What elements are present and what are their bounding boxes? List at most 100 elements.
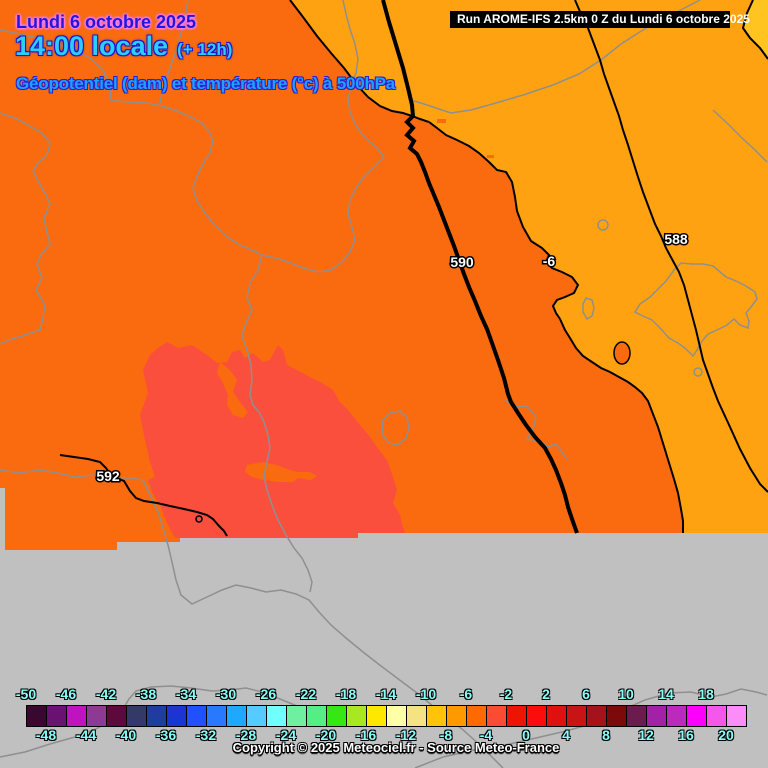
- legend-swatch: [426, 705, 447, 727]
- border-line: [109, 99, 263, 256]
- legend-swatch: [686, 705, 707, 727]
- legend-tick-label: -24: [275, 727, 297, 743]
- legend-swatch: [646, 705, 667, 727]
- legend-tick-label: -44: [75, 727, 97, 743]
- map-parameter-title: Géopotentiel (dam) et température (°c) à…: [16, 74, 396, 93]
- temperature-minus6-isotherm: [289, 0, 684, 533]
- legend-swatch: [146, 705, 167, 727]
- temp-speck-1: [437, 119, 446, 123]
- legend-swatch: [566, 705, 587, 727]
- legend-tick-label: -38: [135, 686, 157, 702]
- island-small: [693, 367, 703, 377]
- legend-tick-label: 4: [562, 727, 570, 743]
- geopotential-590-contour: [381, 0, 579, 534]
- legend-swatch: [366, 705, 387, 727]
- legend-swatch: [406, 705, 427, 727]
- legend-tick-label: 0: [522, 727, 530, 743]
- legend-tick-label: -26: [255, 686, 277, 702]
- border-line: [159, 0, 189, 104]
- legend-tick-label: -10: [415, 686, 437, 702]
- legend-tick-label: 20: [718, 727, 734, 743]
- legend-swatch: [506, 705, 527, 727]
- border-line: [261, 0, 385, 273]
- temp-pocket-island: [613, 341, 631, 365]
- model-run-info-box: Run AROME-IFS 2.5km 0 Z du Lundi 6 octob…: [450, 11, 750, 28]
- temp-region-gold: [743, 0, 768, 60]
- legend-tick-label: 18: [698, 686, 714, 702]
- legend-swatch: [46, 705, 67, 727]
- legend-tick-label: -18: [335, 686, 357, 702]
- border-line: [712, 109, 768, 163]
- legend-tick-label: -50: [15, 686, 37, 702]
- legend-swatch: [266, 705, 287, 727]
- legend-swatch: [346, 705, 367, 727]
- legend-tick-label: 16: [678, 727, 694, 743]
- geopotential-592-contour: [59, 454, 228, 537]
- legend-tick-label: 12: [638, 727, 654, 743]
- border-line: [0, 112, 51, 345]
- legend-tick-label: 14: [658, 686, 674, 702]
- legend-swatch: [486, 705, 507, 727]
- valid-time-label: 14:00 locale (+ 12h): [15, 31, 232, 62]
- legend-swatch: [206, 705, 227, 727]
- geopotential-588-contour: [574, 0, 768, 493]
- legend-swatch: [726, 705, 747, 727]
- legend-swatch: [446, 705, 467, 727]
- legend-swatch: [626, 705, 647, 727]
- legend-swatch: [586, 705, 607, 727]
- legend-tick-label: -20: [315, 727, 337, 743]
- island-mallorca: [633, 262, 758, 358]
- border-line: [241, 254, 313, 593]
- coastline-blob: [381, 410, 410, 446]
- border-line: [0, 29, 112, 101]
- legend-swatch: [166, 705, 187, 727]
- legend-swatch: [666, 705, 687, 727]
- coastline-spain: [142, 479, 504, 768]
- island-small: [582, 297, 595, 321]
- island-small: [597, 219, 609, 231]
- legend-swatch: [106, 705, 127, 727]
- border-line: [409, 0, 701, 114]
- contours: [59, 0, 768, 537]
- legend-swatch: [186, 705, 207, 727]
- legend-swatch: [126, 705, 147, 727]
- legend-tick-label: -14: [375, 686, 397, 702]
- legend-swatch: [26, 705, 47, 727]
- copyright-notice: Copyright © 2025 Meteociel.fr - Source M…: [232, 740, 560, 755]
- legend-tick-label: -36: [155, 727, 177, 743]
- legend-swatch: [526, 705, 547, 727]
- legend-tick-label: -32: [195, 727, 217, 743]
- legend-tick-label: -12: [395, 727, 417, 743]
- legend-tick-label: -34: [175, 686, 197, 702]
- legend-tick-label: -30: [215, 686, 237, 702]
- coastline: [0, 685, 298, 758]
- legend-tick-label: -48: [35, 727, 57, 743]
- legend-swatch: [246, 705, 267, 727]
- contour-label-592: 592: [96, 468, 120, 484]
- legend-tick-label: 6: [582, 686, 590, 702]
- legend-tick-label: -22: [295, 686, 317, 702]
- temp-region-light-orange: [290, 0, 768, 533]
- date-label: Lundi 6 octobre 2025: [16, 12, 197, 32]
- forecast-offset-label: (+ 12h): [177, 40, 233, 59]
- legend-swatch: [546, 705, 567, 727]
- contour-label-590: 590: [450, 254, 474, 270]
- contour-label-588: 588: [664, 231, 688, 247]
- legend-swatch: [86, 705, 107, 727]
- border-line: [0, 469, 144, 481]
- legend-tick-label: -4: [479, 727, 493, 743]
- legend-swatch: [286, 705, 307, 727]
- legend-swatch: [466, 705, 487, 727]
- legend-tick-label: 8: [602, 727, 610, 743]
- temp-region-salmon: [140, 342, 405, 538]
- legend-swatch: [706, 705, 727, 727]
- legend-tick-label: -42: [95, 686, 117, 702]
- legend-swatch: [386, 705, 407, 727]
- no-data-region: [0, 488, 768, 768]
- legend-tick-label: -2: [499, 686, 513, 702]
- legend-swatch: [66, 705, 87, 727]
- legend-tick-label: -40: [115, 727, 137, 743]
- isotherm-label-minus6: -6: [543, 253, 556, 269]
